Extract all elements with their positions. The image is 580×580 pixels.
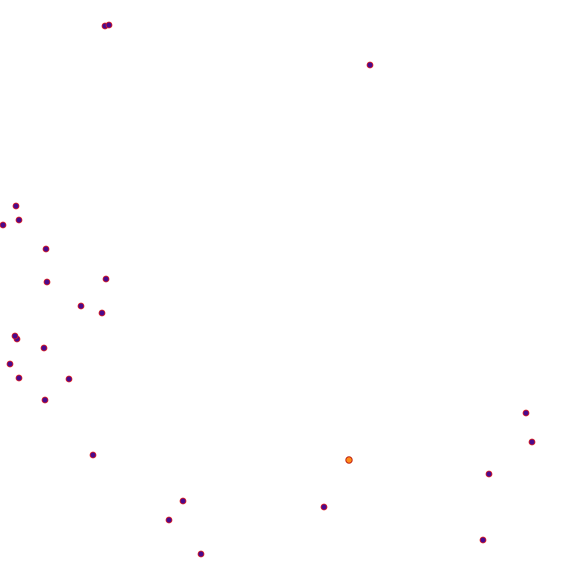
scatter-point-18 <box>43 278 51 286</box>
highlighted-point-0 <box>345 456 353 464</box>
scatter-point-17 <box>77 302 85 310</box>
scatter-point-16 <box>98 309 106 317</box>
scatter-point-19 <box>102 275 110 283</box>
scatter-point-15 <box>11 332 19 340</box>
scatter-point-9 <box>41 396 49 404</box>
scatter-point-23 <box>12 202 20 210</box>
scatter-point-26 <box>105 21 113 29</box>
scatter-point-6 <box>528 438 536 446</box>
scatter-point-5 <box>485 470 493 478</box>
scatter-point-7 <box>522 409 530 417</box>
scatter-point-21 <box>0 221 7 229</box>
scatter-point-24 <box>366 61 374 69</box>
scatter-point-12 <box>65 375 73 383</box>
scatter-point-4 <box>479 536 487 544</box>
scatter-point-22 <box>15 216 23 224</box>
scatter-point-3 <box>320 503 328 511</box>
scatter-point-2 <box>179 497 187 505</box>
scatter-point-0 <box>197 550 205 558</box>
scatter-point-13 <box>40 344 48 352</box>
scatter-point-11 <box>6 360 14 368</box>
scatter-point-1 <box>165 516 173 524</box>
scatter-point-20 <box>42 245 50 253</box>
scatter-point-8 <box>89 451 97 459</box>
scatter-point-10 <box>15 374 23 382</box>
